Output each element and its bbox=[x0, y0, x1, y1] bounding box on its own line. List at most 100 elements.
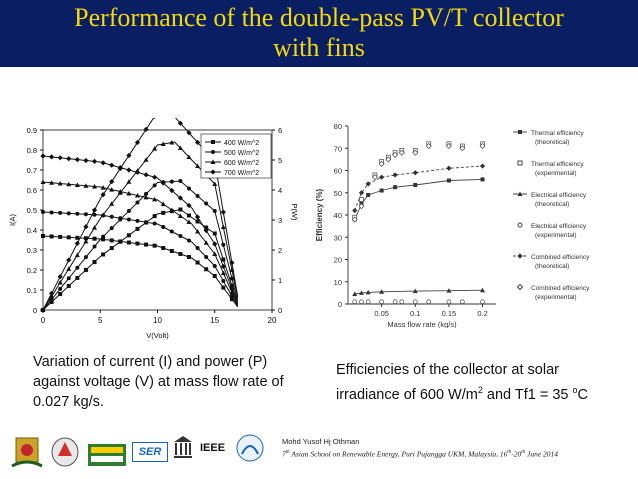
current-point bbox=[220, 263, 226, 270]
legend-marker bbox=[516, 283, 524, 291]
efficiency-point bbox=[366, 192, 371, 197]
efficiency-point bbox=[392, 299, 398, 305]
power-point bbox=[169, 179, 174, 184]
y2-tick-label: 4 bbox=[278, 186, 282, 195]
power-point bbox=[143, 126, 149, 132]
caption-left-line3: 0.027 kg/s. bbox=[33, 394, 104, 410]
slide-title-line2: with fins bbox=[273, 33, 365, 62]
current-point bbox=[203, 240, 209, 245]
power-point bbox=[66, 283, 71, 288]
efficiency-point bbox=[459, 145, 466, 152]
current-point bbox=[220, 270, 226, 276]
current-line bbox=[42, 211, 239, 307]
current-point bbox=[212, 241, 218, 247]
current-point bbox=[152, 174, 158, 180]
current-point bbox=[152, 243, 157, 248]
y-tick-label: 0.4 bbox=[27, 226, 37, 235]
efficiency-point bbox=[352, 299, 358, 305]
current-point bbox=[178, 234, 183, 238]
unesco-logo bbox=[174, 436, 192, 458]
power-point bbox=[186, 154, 192, 159]
x-tick-label: 0.1 bbox=[410, 309, 420, 318]
efficiency-point bbox=[413, 182, 418, 187]
y-tick-label: 0.3 bbox=[27, 246, 37, 255]
current-point bbox=[40, 153, 46, 159]
legend-label-sub: (theoretical) bbox=[535, 201, 569, 208]
caption-right-l2a: irradiance of 600 W/m bbox=[336, 386, 478, 403]
x-tick-label: 0 bbox=[41, 316, 46, 325]
legend-marker bbox=[517, 191, 523, 196]
current-point bbox=[100, 185, 106, 190]
efficiency-point bbox=[358, 203, 365, 210]
current-point bbox=[58, 234, 63, 239]
efficiency-point bbox=[480, 299, 485, 305]
power-point bbox=[92, 225, 98, 230]
y-tick-label: 60 bbox=[334, 167, 342, 176]
power-point bbox=[75, 275, 80, 280]
efficiency-point bbox=[352, 207, 358, 214]
power-point bbox=[118, 217, 123, 222]
current-point bbox=[101, 237, 106, 242]
current-point bbox=[49, 180, 55, 185]
power-point bbox=[58, 286, 63, 291]
footer-logos: SER IEEE bbox=[8, 428, 270, 474]
power-point bbox=[91, 207, 98, 213]
y-tick-label: 70 bbox=[334, 144, 342, 153]
x-tick-label: 0.05 bbox=[374, 309, 389, 318]
power-point bbox=[117, 190, 123, 195]
current-point bbox=[74, 182, 80, 187]
current-point bbox=[109, 214, 114, 219]
current-point bbox=[74, 157, 80, 163]
y-tick-label: 20 bbox=[334, 256, 342, 265]
power-point bbox=[220, 209, 226, 215]
current-point bbox=[135, 241, 140, 246]
current-point bbox=[83, 183, 89, 188]
x-tick-label: 0.2 bbox=[477, 309, 487, 318]
power-point bbox=[83, 238, 89, 244]
current-point bbox=[66, 235, 71, 240]
caption-right-sup2: o bbox=[572, 385, 578, 395]
x-tick-label: 5 bbox=[98, 316, 103, 325]
footer-event-sup2: th bbox=[507, 450, 512, 455]
power-point bbox=[109, 226, 114, 231]
efficiency-point bbox=[358, 290, 364, 295]
power-point bbox=[66, 276, 71, 281]
efficiency-line bbox=[354, 165, 483, 211]
current-point bbox=[152, 221, 157, 226]
power-point bbox=[177, 145, 183, 150]
efficiency-point bbox=[412, 288, 418, 294]
current-point bbox=[160, 180, 166, 186]
legend-label-main: Electrical efficiency bbox=[531, 192, 587, 199]
legend-label-main: Thermal efficiency bbox=[531, 130, 584, 137]
y2-tick-label: 5 bbox=[278, 156, 282, 165]
current-point bbox=[204, 267, 209, 272]
y-axis-label: Efficiency (%) bbox=[315, 188, 324, 241]
power-point bbox=[49, 299, 54, 304]
current-point bbox=[195, 229, 201, 234]
y-tick-label: 0.5 bbox=[27, 206, 37, 215]
legend: Thermal efficiency (theoretical) Thermal e… bbox=[513, 130, 590, 301]
current-point bbox=[41, 210, 45, 214]
efficiency-point bbox=[445, 143, 452, 150]
legend-label-sub: (theoretical) bbox=[535, 263, 569, 270]
y-tick-label: 0.8 bbox=[27, 146, 37, 155]
x-tick-label: 20 bbox=[268, 316, 277, 325]
iv-pv-chart: 0 5 10 15 2000.10.20.30.40.50.60.70.80.90123… bbox=[8, 118, 299, 340]
efficiency-point bbox=[351, 216, 358, 223]
legend-marker bbox=[211, 140, 215, 144]
current-point bbox=[221, 279, 226, 283]
efficiency-point bbox=[392, 151, 399, 158]
current-point bbox=[83, 212, 88, 217]
power-point bbox=[153, 118, 156, 119]
power-point bbox=[194, 139, 201, 145]
current-point bbox=[134, 169, 141, 175]
institute-logo bbox=[51, 437, 79, 467]
y-tick-label: 0 bbox=[33, 306, 37, 315]
current-point bbox=[144, 220, 149, 225]
efficiency-line bbox=[354, 178, 483, 220]
current-point bbox=[66, 211, 71, 216]
power-point bbox=[135, 200, 140, 205]
current-point bbox=[229, 286, 235, 292]
power-point bbox=[220, 224, 226, 229]
current-point bbox=[160, 201, 166, 206]
